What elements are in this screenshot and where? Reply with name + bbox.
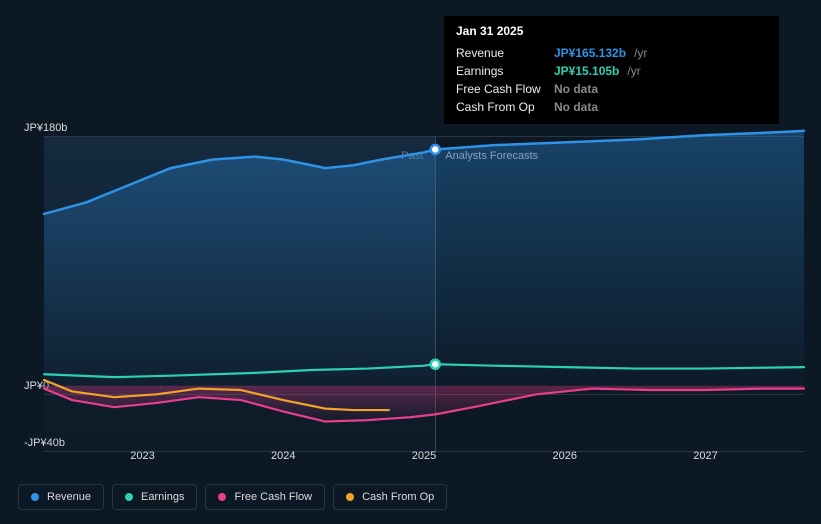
legend-swatch <box>218 493 226 501</box>
tooltip-date: Jan 31 2025 <box>456 24 767 38</box>
x-axis-label: 2026 <box>552 450 576 462</box>
legend-swatch <box>125 493 133 501</box>
tooltip-row-value: No data <box>554 100 598 114</box>
chart-plot <box>44 128 804 443</box>
x-axis-label: 2027 <box>693 450 717 462</box>
legend-swatch <box>346 493 354 501</box>
legend-label: Revenue <box>47 491 91 503</box>
tooltip-row: Revenue JP¥165.132b/yr <box>456 44 767 62</box>
legend-label: Free Cash Flow <box>234 491 312 503</box>
legend-label: Cash From Op <box>362 491 434 503</box>
tooltip-panel: Jan 31 2025 RevenueJP¥165.132b/yrEarning… <box>444 16 779 124</box>
x-axis-label: 2025 <box>412 450 436 462</box>
tooltip-row: Free Cash Flow No data <box>456 80 767 98</box>
tooltip-row-value: No data <box>554 82 598 96</box>
legend-item[interactable]: Revenue <box>18 484 104 510</box>
tooltip-row-unit: /yr <box>627 64 640 78</box>
tooltip-row-unit: /yr <box>634 46 647 60</box>
legend-item[interactable]: Cash From Op <box>333 484 447 510</box>
tooltip-row-value: JP¥165.132b <box>554 46 626 60</box>
x-axis-label: 2023 <box>130 450 154 462</box>
tooltip-row-value: JP¥15.105b <box>554 64 619 78</box>
tooltip-row: Cash From Op No data <box>456 98 767 116</box>
x-axis: 2023 2024 2025 2026 2027 <box>18 450 804 470</box>
legend-label: Earnings <box>141 491 184 503</box>
tooltip-row-label: Cash From Op <box>456 100 546 114</box>
tooltip-row-label: Earnings <box>456 64 546 78</box>
tooltip-row: Earnings JP¥15.105b/yr <box>456 62 767 80</box>
tooltip-row-label: Free Cash Flow <box>456 82 546 96</box>
legend-item[interactable]: Earnings <box>112 484 197 510</box>
legend: Revenue Earnings Free Cash Flow Cash From O… <box>18 484 447 510</box>
tooltip-row-label: Revenue <box>456 46 546 60</box>
x-axis-label: 2024 <box>271 450 295 462</box>
legend-item[interactable]: Free Cash Flow <box>205 484 325 510</box>
legend-swatch <box>31 493 39 501</box>
